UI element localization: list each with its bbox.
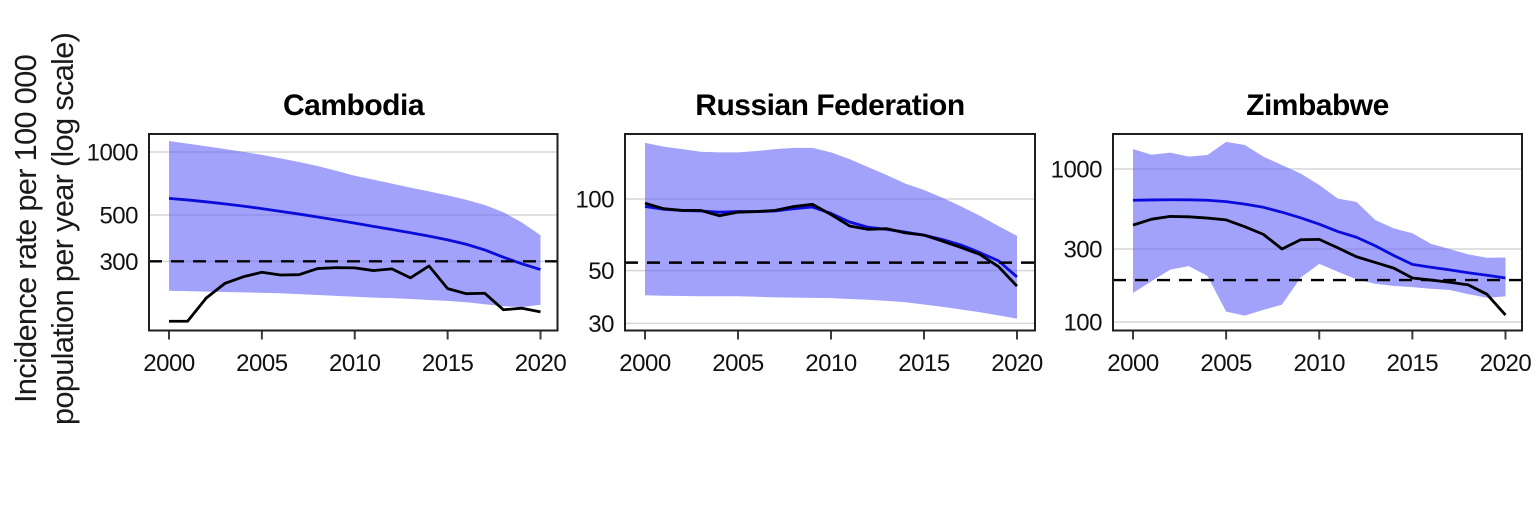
y-tick-label-300: 300 bbox=[99, 249, 138, 276]
panel-title-russian-federation: Russian Federation bbox=[695, 89, 965, 122]
x-tick-label-2020: 2020 bbox=[991, 350, 1043, 377]
notifications-line bbox=[644, 201, 1019, 288]
panel-border bbox=[624, 133, 1036, 332]
uncertainty-band bbox=[645, 142, 1017, 319]
y-tick-label-1000: 1000 bbox=[1051, 157, 1103, 184]
panel-cambodia: 2000 2005 2010 2015 2020 1000 500 300 bbox=[87, 133, 567, 377]
x-tick-label-2015: 2015 bbox=[1387, 350, 1439, 377]
x-tick-label-2005: 2005 bbox=[1200, 350, 1252, 377]
x-tick-label-2010: 2010 bbox=[329, 350, 381, 377]
y-tick-label-500: 500 bbox=[99, 202, 138, 229]
panel-russian-federation: 2000 2005 2010 2015 2020 100 50 30 bbox=[575, 133, 1043, 377]
x-tick-label-2020: 2020 bbox=[515, 350, 567, 377]
y-tick-label-50: 50 bbox=[588, 258, 614, 285]
estimate-line bbox=[168, 197, 541, 271]
panel-zimbabwe: 2000 2005 2010 2015 2020 1000 300 100 bbox=[1051, 133, 1532, 377]
x-tick-label-2010: 2010 bbox=[1294, 350, 1346, 377]
x-tick-label-2015: 2015 bbox=[422, 350, 474, 377]
panel-border bbox=[1112, 133, 1523, 332]
y-tick-label-30: 30 bbox=[588, 311, 614, 338]
y-tick-label-100: 100 bbox=[575, 186, 614, 213]
y-tick-label-1000: 1000 bbox=[87, 140, 139, 167]
notifications-line bbox=[1132, 215, 1507, 317]
x-tick-label-2005: 2005 bbox=[236, 350, 288, 377]
panel-title-zimbabwe: Zimbabwe bbox=[1246, 89, 1389, 122]
notifications-line bbox=[169, 264, 541, 323]
panel-border bbox=[148, 133, 559, 332]
y-tick-label-300: 300 bbox=[1063, 237, 1102, 264]
panel-title-cambodia: Cambodia bbox=[282, 89, 425, 122]
x-tick-label-2000: 2000 bbox=[1107, 350, 1159, 377]
y-tick-label-100: 100 bbox=[1063, 310, 1102, 337]
x-tick-label-2000: 2000 bbox=[143, 350, 195, 377]
estimate-line bbox=[1132, 198, 1506, 280]
x-tick-label-2015: 2015 bbox=[898, 350, 950, 377]
x-tick-label-2000: 2000 bbox=[619, 350, 671, 377]
x-tick-label-2010: 2010 bbox=[805, 350, 857, 377]
uncertainty-band bbox=[1133, 141, 1506, 316]
x-tick-label-2005: 2005 bbox=[712, 350, 764, 377]
x-tick-label-2020: 2020 bbox=[1480, 350, 1532, 377]
